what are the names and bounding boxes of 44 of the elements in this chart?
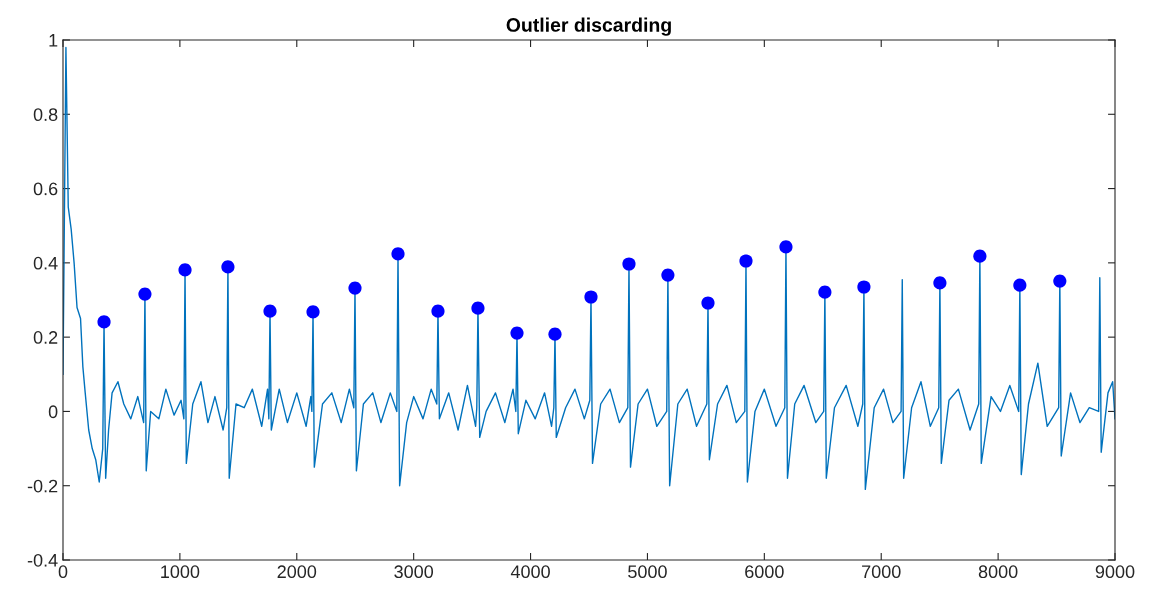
point bbox=[306, 305, 320, 319]
point bbox=[138, 287, 152, 301]
point bbox=[1013, 278, 1027, 292]
point bbox=[818, 285, 832, 299]
point bbox=[973, 249, 987, 263]
y-tick-label: 1 bbox=[49, 34, 58, 47]
point bbox=[348, 281, 362, 295]
point bbox=[510, 326, 524, 340]
y-tick-label: -0.4 bbox=[27, 553, 58, 567]
x-tick-label: 9000 bbox=[1095, 565, 1135, 579]
point bbox=[1053, 274, 1067, 288]
x-tick-label: 0 bbox=[58, 565, 68, 579]
point bbox=[622, 257, 636, 271]
x-tick-label: 8000 bbox=[978, 565, 1018, 579]
point bbox=[178, 263, 192, 277]
point bbox=[263, 304, 277, 318]
point bbox=[548, 327, 562, 341]
point bbox=[584, 290, 598, 304]
y-tick-label: -0.2 bbox=[27, 479, 58, 493]
point bbox=[779, 240, 793, 254]
point bbox=[739, 254, 753, 268]
point bbox=[97, 315, 111, 329]
point bbox=[391, 247, 405, 261]
x-tick-label: 5000 bbox=[628, 565, 667, 579]
point bbox=[661, 268, 675, 282]
line-series bbox=[63, 46, 1115, 491]
point bbox=[221, 260, 235, 274]
y-tick-label: 0.4 bbox=[33, 256, 58, 270]
chart-title: Outlier discarding bbox=[506, 17, 671, 36]
x-tick-label: 4000 bbox=[510, 565, 550, 579]
x-tick-label: 1000 bbox=[161, 565, 200, 579]
y-tick-label: 0.2 bbox=[33, 331, 58, 344]
y-tick-label: 0.8 bbox=[33, 108, 58, 122]
point bbox=[857, 280, 871, 294]
point bbox=[933, 276, 947, 290]
y-tick-label: 0 bbox=[48, 405, 58, 419]
point bbox=[431, 304, 445, 318]
y-tick-label: 0.6 bbox=[33, 182, 58, 196]
x-tick-label: 6000 bbox=[745, 565, 784, 579]
x-tick-label: 3000 bbox=[394, 565, 434, 579]
point bbox=[471, 301, 485, 315]
x-tick-label: 7000 bbox=[862, 565, 901, 579]
point bbox=[701, 296, 715, 310]
x-tick-label: 2000 bbox=[277, 565, 317, 579]
